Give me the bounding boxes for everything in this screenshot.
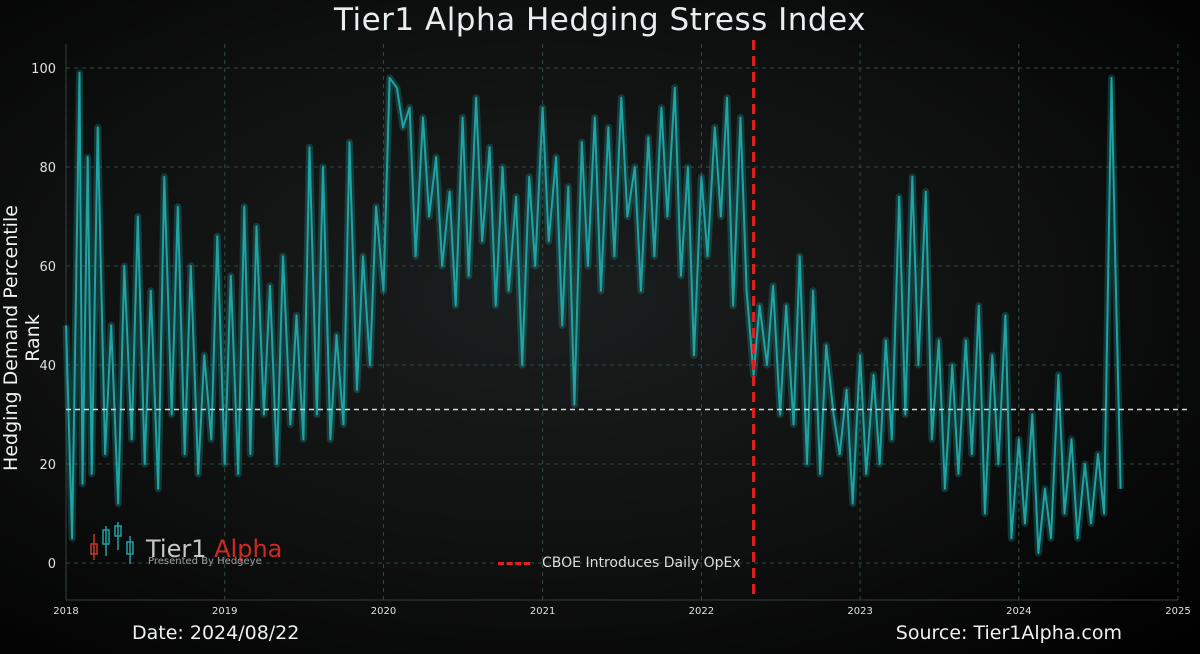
x-tick-label: 2019 — [212, 606, 237, 617]
logo-tagline: Presented By Hedgeye — [148, 556, 262, 567]
y-tick-label: 60 — [39, 260, 56, 275]
y-tick-label: 80 — [39, 161, 56, 176]
x-tick-label: 2023 — [847, 606, 872, 617]
x-tick-label: 2021 — [530, 606, 555, 617]
logo-alpha-text: Alpha — [206, 535, 283, 563]
series-line — [65, 71, 1122, 555]
tier1-alpha-logo: Tier1 Alpha Presented By Hedgeye — [86, 520, 282, 567]
logo-tier1-text: Tier1 — [146, 535, 207, 563]
legend: CBOE Introduces Daily OpEx — [498, 555, 741, 571]
footer-source: Source: Tier1Alpha.com — [895, 622, 1122, 644]
y-tick-label: 100 — [31, 62, 56, 77]
x-tick-label: 2024 — [1006, 606, 1031, 617]
legend-label-event: CBOE Introduces Daily OpEx — [542, 555, 741, 571]
y-tick-label: 20 — [39, 458, 56, 473]
candlestick-icon — [90, 522, 134, 564]
x-tick-label: 2018 — [53, 606, 78, 617]
y-tick-label: 0 — [48, 557, 56, 572]
legend-dashed-red-swatch — [498, 561, 530, 565]
x-tick-label: 2022 — [689, 606, 714, 617]
y-axis-label: Hedging Demand Percentile Rank — [0, 205, 44, 471]
x-tick-label: 2020 — [371, 606, 396, 617]
logo-wordmark: Tier1 Alpha — [146, 534, 282, 564]
chart-title: Tier1 Alpha Hedging Stress Index — [334, 2, 866, 38]
y-tick-label: 40 — [39, 359, 56, 374]
x-tick-label: 2025 — [1165, 606, 1190, 617]
footer-date: Date: 2024/08/22 — [132, 622, 300, 644]
